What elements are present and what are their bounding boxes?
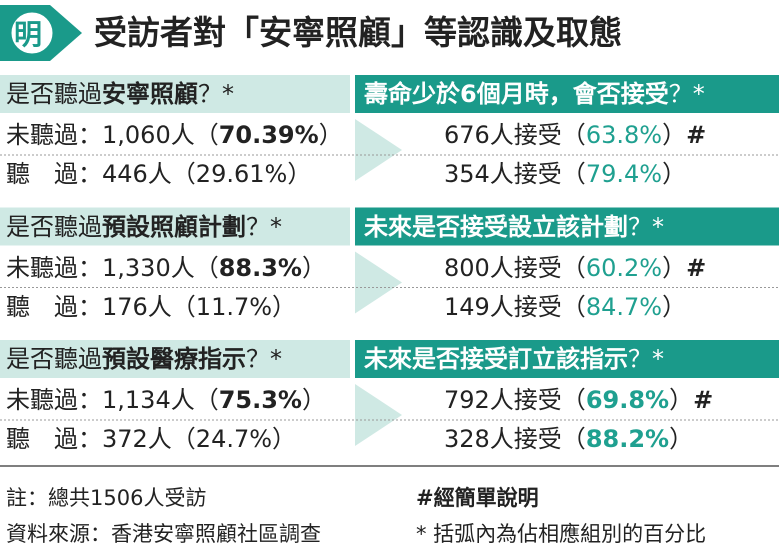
text-segment: 是否聽過 — [6, 212, 102, 241]
text-segment: 未聽過： — [6, 121, 102, 149]
text-segment: ） — [301, 253, 326, 282]
note-total: 註：總共1506人受訪 — [6, 486, 207, 510]
followup-bg — [355, 75, 779, 113]
followup: 壽命少於6個月時，會否接受？* — [364, 75, 705, 113]
text-segment: 1,060人（ — [102, 121, 219, 149]
text-segment: 70.39% — [218, 121, 319, 149]
question-bg — [0, 75, 350, 113]
text-segment: 聽 過： — [6, 160, 102, 188]
text-segment: ？* — [668, 80, 705, 108]
text-segment: # — [693, 386, 714, 414]
text-segment: ？* — [628, 212, 664, 241]
text-segment: 446人（29.61%） — [102, 160, 312, 188]
text-segment: 預設照顧計劃 — [102, 212, 246, 241]
row-left: 聽 過：176人（11.7%） — [6, 289, 296, 326]
text-segment: 328人接受（ — [444, 425, 586, 453]
followup-bg — [355, 207, 779, 246]
text-segment: 是否聽過 — [6, 80, 102, 108]
text-segment: 未聽過： — [6, 386, 102, 414]
text-segment: 676人接受（ — [444, 121, 586, 149]
arrow — [355, 251, 402, 314]
text-segment: # — [686, 121, 707, 149]
text-segment: 792人接受（ — [444, 386, 586, 414]
text-segment: 63.8% — [585, 121, 663, 149]
text-segment: 預設醫療指示 — [102, 345, 246, 373]
text-segment: ？* — [246, 212, 282, 241]
row-left: 未聽過：1,060人（70.39%） — [6, 117, 343, 154]
row-left: 未聽過：1,134人（75.3%） — [6, 382, 326, 419]
title: 受訪者對「安寧照顧」等認識及取態 — [94, 13, 622, 52]
row-left: 未聽過：1,330人（88.3%） — [6, 250, 326, 287]
row-left: 聽 過：446人（29.61%） — [6, 156, 311, 193]
text-segment: 88.2% — [585, 425, 670, 453]
text-segment: 未聽過： — [6, 253, 102, 282]
text-segment: ） — [301, 386, 326, 414]
followup: 未來是否接受訂立該指示？* — [364, 340, 664, 378]
text-segment: 壽命少於6個月時，會否接受 — [364, 80, 669, 108]
text-segment: 354人接受（ — [444, 160, 586, 188]
row-right: 676人接受（63.8%）# — [444, 117, 706, 154]
text-segment: ） — [669, 425, 694, 453]
text-segment: 是否聽過 — [6, 345, 102, 373]
logo-circle — [8, 9, 56, 57]
text-segment: 88.3% — [218, 253, 302, 282]
question: 是否聽過預設醫療指示？* — [6, 340, 282, 378]
text-segment: 75.3% — [218, 386, 302, 414]
text-segment: ） — [662, 121, 687, 149]
text-segment: 372人（24.7%） — [102, 425, 297, 453]
row-right: 800人接受（60.2%）# — [444, 250, 706, 287]
text-segment: ？* — [628, 345, 664, 373]
followup-bg — [355, 340, 779, 378]
text-segment: 1,330人（ — [102, 253, 219, 282]
question: 是否聽過安寧照顧？* — [6, 75, 234, 113]
row-right: 354人接受（79.4%） — [444, 156, 686, 193]
row-left: 聽 過：372人（24.7%） — [6, 421, 296, 458]
text-segment: 聽 過： — [6, 425, 102, 453]
text-segment: 未來是否接受設立該計劃 — [364, 212, 628, 241]
text-segment: 安寧照顧 — [102, 80, 198, 108]
note-asterisk: * 括弧內為佔相應組別的百分比 — [416, 522, 707, 546]
text-segment: ） — [318, 121, 343, 149]
text-segment: ？* — [198, 80, 234, 108]
followup: 未來是否接受設立該計劃？* — [364, 208, 664, 246]
note-hash: #經簡單說明 — [416, 486, 539, 510]
row-right: 149人接受（84.7%） — [444, 289, 686, 326]
text-segment: 聽 過： — [6, 292, 102, 321]
arrow — [355, 119, 402, 181]
logo-text: 明 — [14, 18, 43, 51]
text-segment: ） — [662, 160, 687, 188]
row-right: 328人接受（88.2%） — [444, 421, 693, 458]
text-segment: 176人（11.7%） — [102, 292, 297, 321]
question-bg — [0, 207, 350, 246]
question: 是否聽過預設照顧計劃？* — [6, 208, 282, 246]
question-bg — [0, 340, 350, 378]
text-segment: 84.7% — [585, 292, 663, 321]
text-segment: ） — [662, 253, 687, 282]
arrow — [355, 384, 402, 446]
text-segment: ？* — [246, 345, 282, 373]
text-segment: 800人接受（ — [444, 253, 586, 282]
row-right: 792人接受（69.8%）# — [444, 382, 713, 419]
text-segment: 未來是否接受訂立該指示 — [364, 345, 628, 373]
text-segment: # — [686, 253, 707, 282]
text-segment: 69.8% — [585, 386, 670, 414]
text-segment: ） — [669, 386, 694, 414]
text-segment: 79.4% — [585, 160, 663, 188]
text-segment: 60.2% — [585, 253, 663, 282]
text-segment: 149人接受（ — [444, 292, 586, 321]
note-source: 資料來源：香港安寧照顧社區調查 — [6, 522, 321, 546]
text-segment: 1,134人（ — [102, 386, 219, 414]
text-segment: ） — [662, 292, 687, 321]
